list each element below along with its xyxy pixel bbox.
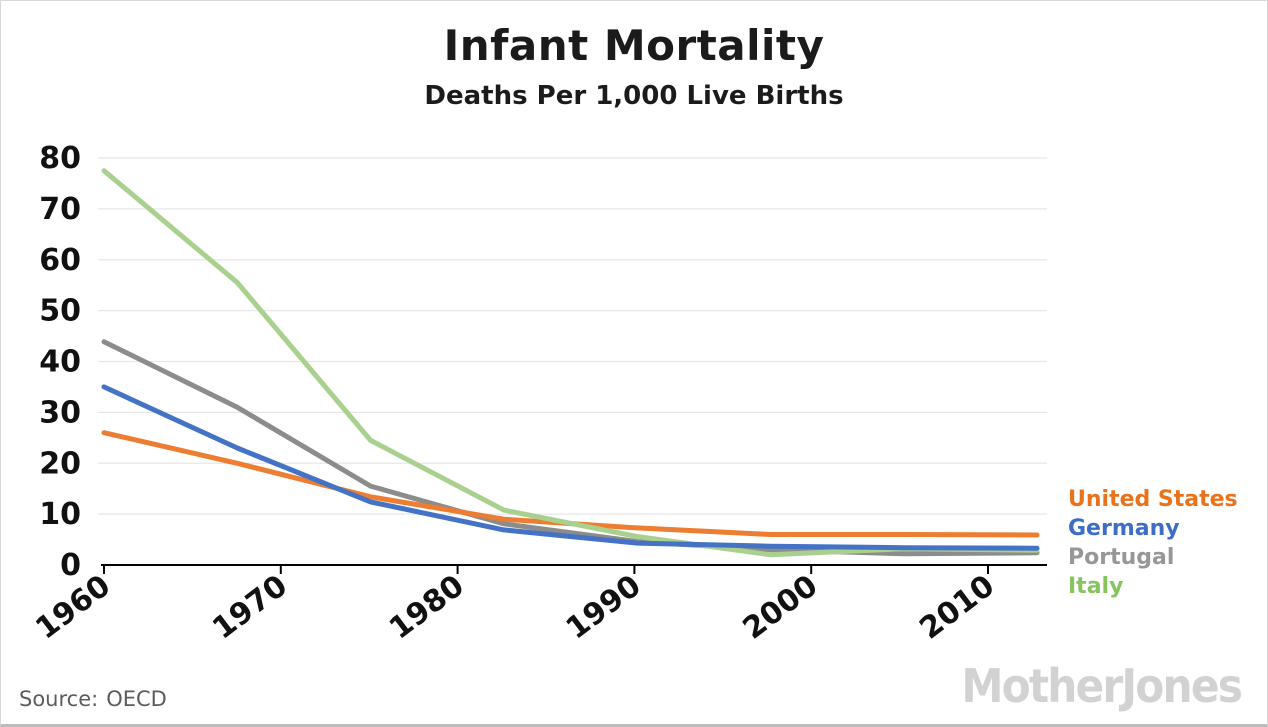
source-label: Source: — [19, 687, 99, 711]
x-tick-label: 1970 — [206, 568, 294, 646]
x-tick-label: 2010 — [913, 568, 1001, 646]
x-tick-label: 2000 — [737, 568, 825, 646]
publisher-logo: MotherJones — [961, 659, 1243, 713]
chart-subtitle: Deaths Per 1,000 Live Births — [424, 81, 844, 111]
y-tick-label: 20 — [39, 446, 81, 481]
legend-item-united-states: United States — [1068, 487, 1238, 512]
y-tick-label: 60 — [39, 243, 81, 278]
source-value: OECD — [106, 687, 167, 711]
legend-item-portugal: Portugal — [1068, 545, 1175, 570]
y-tick-label: 70 — [39, 192, 81, 227]
x-tick-label: 1990 — [560, 568, 648, 646]
y-tick-label: 30 — [39, 395, 81, 430]
series-line-portugal — [101, 339, 1040, 557]
y-tick-label: 80 — [39, 141, 81, 176]
series-line-italy — [101, 168, 1040, 558]
chart-title: Infant Mortality — [443, 21, 825, 70]
y-tick-label: 50 — [39, 294, 81, 329]
legend-item-italy: Italy — [1068, 574, 1124, 599]
series-line-germany — [101, 384, 1040, 551]
y-tick-label: 10 — [39, 497, 81, 532]
chart-legend: United States Germany Portugal Italy — [1068, 485, 1238, 601]
source-credit: Source: OECD — [19, 687, 167, 711]
y-tick-label: 0 — [60, 548, 81, 583]
x-tick-label: 1980 — [383, 568, 471, 646]
legend-item-germany: Germany — [1068, 516, 1180, 541]
y-tick-label: 40 — [39, 345, 81, 380]
